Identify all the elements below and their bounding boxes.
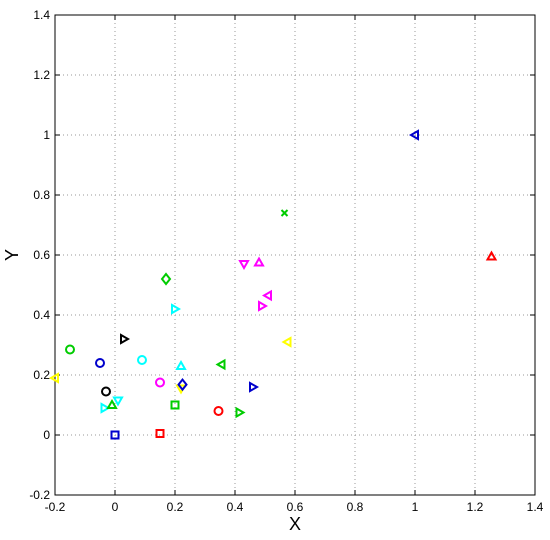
x-tick-label: 1 [412, 500, 419, 514]
x-tick-label: 0.6 [287, 500, 304, 514]
data-points [48, 129, 498, 440]
y-tick-label: -0.2 [29, 488, 50, 502]
x-tick-label: 0 [112, 500, 119, 514]
data-point-circle [213, 406, 224, 416]
y-tick-label: 1.4 [33, 8, 50, 22]
data-point-square [155, 429, 165, 438]
grid-lines [55, 15, 535, 495]
data-point-triangle-right [120, 333, 131, 345]
y-tick-label: 0.6 [33, 248, 50, 262]
y-tick-label: 0.8 [33, 188, 50, 202]
x-tick-label: 0.8 [347, 500, 364, 514]
y-axis-title: Y [2, 249, 22, 261]
data-point-circle [101, 386, 111, 397]
data-point-triangle-up [253, 256, 265, 267]
data-point-triangle-down [238, 260, 250, 271]
y-tick-label: 0.4 [33, 308, 50, 322]
data-point-triangle-right [171, 303, 182, 315]
data-point-circle [95, 358, 105, 368]
data-point-triangle-left [261, 289, 272, 302]
data-point-triangle-up [175, 359, 187, 370]
x-tick-label: 1.4 [527, 500, 544, 514]
data-point-circle [155, 377, 165, 388]
data-point-triangle-up [485, 250, 498, 261]
data-point-square [110, 430, 120, 440]
y-tick-label: 0 [43, 428, 50, 442]
data-point-diamond [160, 272, 172, 286]
y-tick-label: 0.2 [33, 368, 50, 382]
x-tick-label: 0.4 [227, 500, 244, 514]
x-tick-label: -0.2 [45, 500, 66, 514]
data-point-circle [137, 355, 147, 365]
data-point-diamond [177, 377, 188, 392]
y-tick-label: 1 [43, 128, 50, 142]
axis-ticks: -0.2 0 0.2 0.4 0.6 0.8 1 1.2 1.4 -0.2 0 0.2 0.4 0.6 0.… [29, 8, 543, 514]
x-tick-label: 0.2 [167, 500, 184, 514]
data-point-triangle-right [249, 381, 260, 393]
data-point-triangle-left [408, 129, 419, 141]
data-point-triangle-up [106, 398, 118, 409]
data-point-triangle-left [281, 336, 292, 348]
x-tick-label: 1.2 [467, 500, 484, 514]
data-point-triangle-right [258, 300, 269, 312]
data-point-triangle-right [235, 406, 246, 419]
data-point-triangle-left [215, 358, 226, 371]
data-point-triangle-right [100, 402, 111, 414]
data-point-circle [65, 344, 75, 355]
x-axis-title: X [289, 514, 301, 534]
data-point-x [280, 209, 289, 217]
data-point-triangle-down [112, 396, 124, 407]
data-point-square [170, 400, 180, 410]
y-tick-label: 1.2 [33, 68, 50, 82]
data-point-triangle-left [48, 372, 59, 384]
